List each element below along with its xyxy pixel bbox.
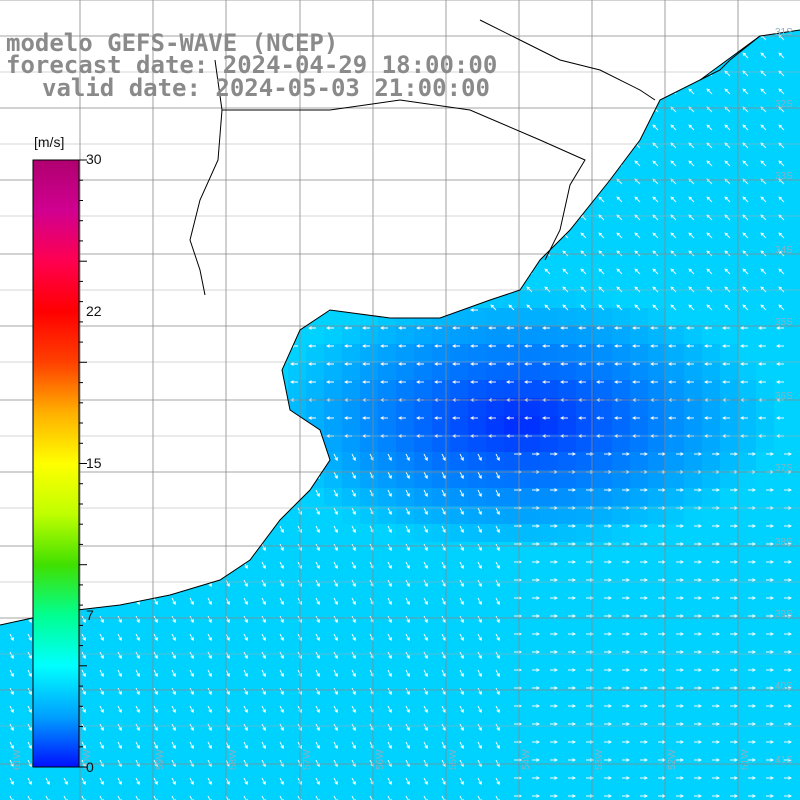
coastline [0, 19, 800, 626]
lat-label: 41S [775, 755, 793, 766]
colorbar-ramp [32, 159, 80, 768]
lon-label: 59W [155, 749, 166, 770]
lon-label: 54W [521, 749, 532, 770]
lon-label: 61W [12, 749, 23, 770]
model-title: modelo GEFS-WAVE (NCEP) [6, 29, 339, 57]
colorbar-unit: [m/s] [34, 134, 65, 150]
lon-label: 56W [375, 749, 386, 770]
lon-label: 57W [302, 749, 313, 770]
lon-label: 60W [82, 749, 93, 770]
lat-label: 34S [775, 245, 793, 256]
colorbar-tick-15: 15 [86, 455, 102, 471]
lon-label: 51W [740, 749, 751, 770]
forecast-date: forecast date: 2024-04-29 18:00:00 [6, 51, 498, 79]
lon-label: 53W [594, 749, 605, 770]
lat-label: 39S [775, 609, 793, 620]
lon-label: 55W [448, 749, 459, 770]
lat-label: 36S [775, 391, 793, 402]
lat-label: 31S [775, 27, 793, 38]
lon-label: 52W [667, 749, 678, 770]
lat-labels: 31S 32S 33S 34S 35S 36S 37S 38S 39S 40S 41S [775, 27, 793, 766]
lat-label: 40S [775, 681, 793, 692]
lat-label: 32S [775, 99, 793, 110]
colorbar-tick-0: 0 [86, 759, 94, 775]
colorbar-tick-30: 30 [86, 151, 102, 167]
lat-label: 38S [775, 537, 793, 548]
lat-label: 33S [775, 171, 793, 182]
valid-date: valid date: 2024-05-03 21:00:00 [42, 74, 490, 102]
lon-labels: 61W 60W 59W 58W 57W 56W 55W 54W 53W 52W 51W [12, 749, 751, 770]
colorbar-tick-7: 7 [86, 607, 94, 623]
colorbar-tick-22: 22 [86, 303, 102, 319]
lon-label: 58W [228, 749, 239, 770]
wind-speed-field [0, 30, 800, 800]
lat-label: 37S [775, 463, 793, 474]
colorbar [32, 159, 87, 768]
lat-label: 35S [775, 317, 793, 328]
